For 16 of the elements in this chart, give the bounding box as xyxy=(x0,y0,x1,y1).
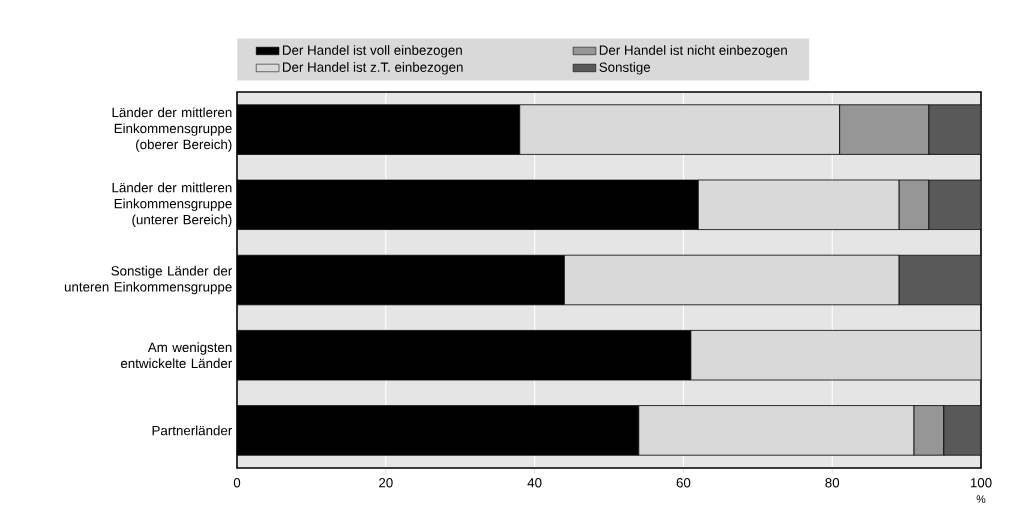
x-tick-label: 40 xyxy=(527,478,542,488)
legend-label: Sonstige xyxy=(599,62,651,75)
y-tick-label: Sonstige Länder der unteren Einkommensgruppe xyxy=(64,265,233,295)
x-tick-label: 60 xyxy=(676,478,691,488)
legend-label: Der Handel ist nicht einbezogen xyxy=(599,45,787,58)
x-tick-label: 20 xyxy=(379,478,393,488)
y-tick-label: Am wenigsten entwickelte Länder xyxy=(120,342,233,369)
legend-label: Der Handel ist voll einbezogen xyxy=(282,45,462,58)
x-tick-label: 0 xyxy=(233,478,241,488)
x-tick-label: 80 xyxy=(825,478,840,488)
y-tick-label: Länder der mittleren Einkommensgruppe (unterer Bereich) xyxy=(112,182,232,227)
y-tick-label: Länder der mittleren Einkommensgruppe (oberer Bereich) xyxy=(112,107,232,152)
x-tick-label: 100 xyxy=(970,478,992,488)
x-axis-title: % xyxy=(976,495,986,503)
y-tick-label: Partnerländer xyxy=(152,425,233,436)
legend-label: Der Handel ist z.T. einbezogen xyxy=(282,62,463,75)
